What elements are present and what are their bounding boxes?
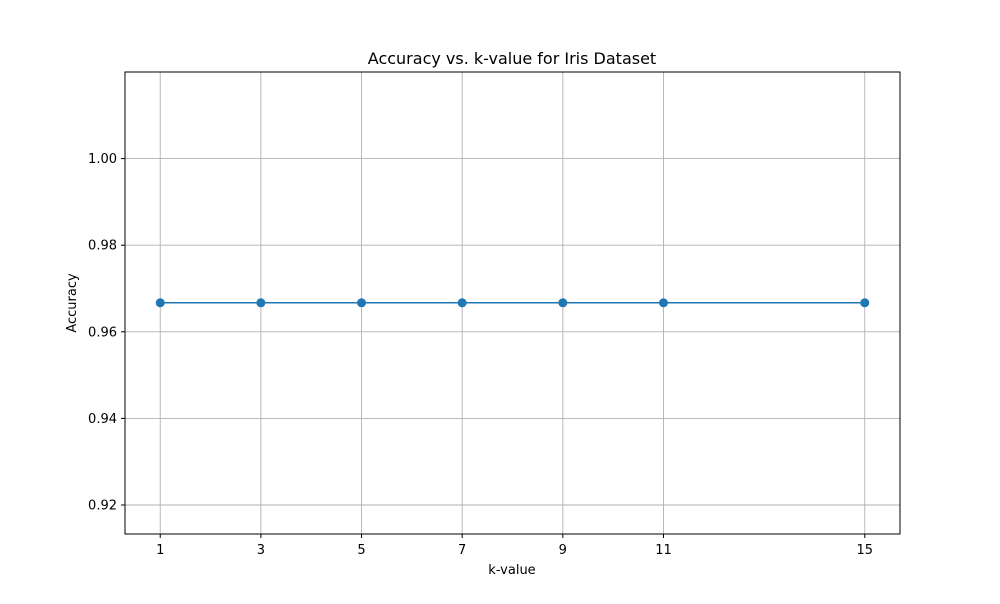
y-axis-label: Accuracy (65, 273, 80, 333)
y-tick-label: 0.92 (88, 498, 117, 513)
x-tick-label: 1 (156, 543, 164, 558)
x-tick-label: 5 (357, 543, 365, 558)
y-tick-label: 0.94 (88, 412, 117, 427)
plot-frame (124, 71, 901, 535)
data-point (658, 298, 668, 308)
data-point (457, 298, 467, 308)
x-tick-label: 11 (655, 543, 672, 558)
data-point (860, 298, 870, 308)
x-axis-label: k-value (488, 563, 535, 578)
chart-title: Accuracy vs. k-value for Iris Dataset (368, 49, 656, 68)
x-tick-label: 3 (257, 543, 265, 558)
x-tick-label: 15 (856, 543, 873, 558)
x-tick-label: 7 (458, 543, 466, 558)
data-point (558, 298, 568, 308)
y-tick-label: 0.96 (88, 325, 117, 340)
y-tick-label: 0.98 (88, 239, 117, 254)
y-tick-label: 1.00 (88, 152, 117, 167)
series (155, 298, 870, 308)
x-tick-label: 9 (559, 543, 567, 558)
data-point (256, 298, 266, 308)
ticks: 1 3 5 7 9 11 15 0.92 0.94 0.96 0.98 1.00 (88, 152, 873, 558)
data-point (357, 298, 367, 308)
data-point (155, 298, 165, 308)
